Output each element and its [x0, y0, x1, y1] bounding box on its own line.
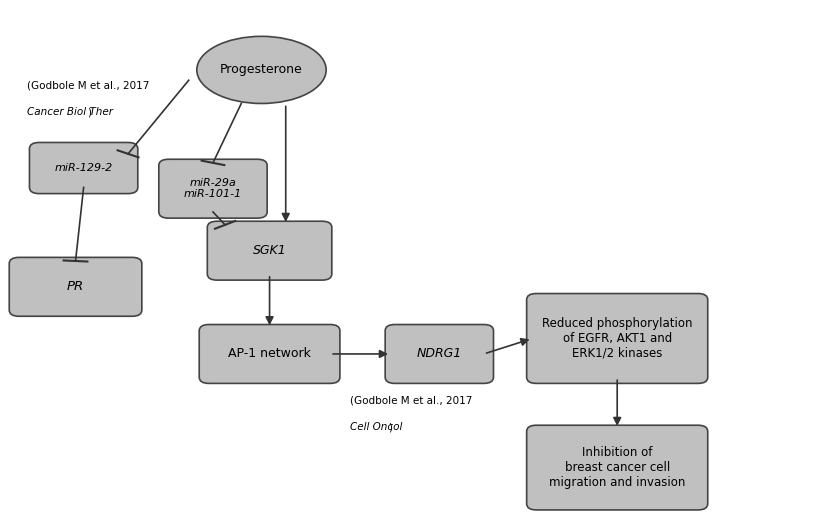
FancyBboxPatch shape: [9, 257, 142, 316]
FancyBboxPatch shape: [527, 425, 707, 510]
Text: SGK1: SGK1: [252, 244, 287, 257]
Text: ): ): [388, 422, 392, 432]
Text: (Godbole M et al., 2017: (Godbole M et al., 2017: [27, 80, 150, 91]
Text: Reduced phosphorylation
of EGFR, AKT1 and
ERK1/2 kinases: Reduced phosphorylation of EGFR, AKT1 an…: [542, 317, 693, 360]
FancyBboxPatch shape: [385, 325, 493, 383]
Ellipse shape: [197, 37, 326, 103]
Text: NDRG1: NDRG1: [417, 348, 462, 361]
Text: PR: PR: [67, 280, 84, 293]
FancyBboxPatch shape: [159, 159, 267, 218]
FancyBboxPatch shape: [199, 325, 340, 383]
Text: miR-129-2: miR-129-2: [55, 163, 113, 173]
Text: AP-1 network: AP-1 network: [228, 348, 311, 361]
Text: Inhibition of
breast cancer cell
migration and invasion: Inhibition of breast cancer cell migrati…: [549, 446, 685, 489]
FancyBboxPatch shape: [29, 143, 138, 194]
Text: miR-29a
miR-101-1: miR-29a miR-101-1: [184, 178, 242, 199]
Text: ): ): [87, 108, 91, 117]
FancyBboxPatch shape: [208, 221, 332, 280]
Text: (Godbole M et al., 2017: (Godbole M et al., 2017: [350, 396, 473, 406]
FancyBboxPatch shape: [527, 293, 707, 383]
Text: Cell Oncol: Cell Oncol: [350, 422, 403, 432]
Text: Progesterone: Progesterone: [220, 63, 303, 76]
Text: Cancer Biol Ther: Cancer Biol Ther: [27, 108, 113, 117]
